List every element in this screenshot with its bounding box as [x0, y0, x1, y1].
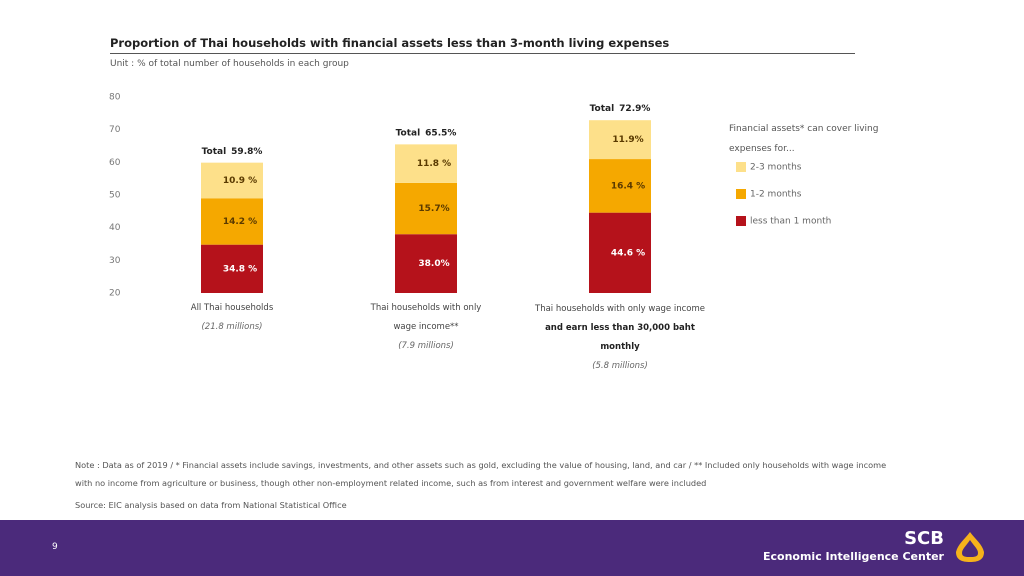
chart-title: Proportion of Thai households with finan… — [110, 36, 855, 54]
category-note: (21.8 millions) — [201, 322, 263, 332]
bar-segment — [201, 244, 263, 293]
value-label: 15.7% — [418, 204, 449, 214]
value-label: 16.4 % — [611, 181, 645, 191]
category-note: (7.9 millions) — [398, 341, 454, 351]
source: Source: EIC analysis based on data from … — [75, 500, 347, 510]
value-label: 14.2 % — [223, 217, 257, 227]
note: Note : Data as of 2019 / * Financial ass… — [75, 460, 887, 488]
y-tick-label: 60 — [109, 158, 121, 168]
bar-segment — [589, 212, 651, 293]
bar-segment — [201, 198, 263, 245]
legend-label: 1-2 months — [750, 190, 802, 200]
category-bold: and earn less than 30,000 baht monthly — [545, 323, 695, 352]
x-tick-label: All Thai households (21.8 millions) — [137, 299, 327, 337]
bar-segment — [589, 120, 651, 160]
logo-text: SCB — [904, 528, 944, 549]
y-tick-label: 50 — [109, 191, 121, 201]
y-tick-label: 80 — [109, 93, 121, 103]
value-label: 34.8 % — [223, 264, 257, 274]
value-label: 44.6 % — [611, 248, 645, 258]
bar-segment — [395, 182, 457, 235]
category-note: (5.8 millions) — [592, 361, 648, 371]
bar-segment — [201, 162, 263, 199]
logo-icon — [956, 532, 984, 562]
chart: 20 30 40 50 60 70 80 34.8 % 14.2 % 10.9 % Total 59.… — [109, 93, 831, 299]
y-tick-label: 30 — [109, 256, 121, 266]
value-label: 11.9% — [612, 135, 643, 145]
x-tick-label: Thai households with only wage income** (… — [366, 299, 486, 356]
value-label: 11.8 % — [417, 159, 451, 169]
total-label: Total 65.5% — [396, 128, 457, 138]
bar-segment — [589, 159, 651, 213]
category-text: Thai households with only wage income** — [370, 303, 482, 332]
y-tick-label: 40 — [109, 223, 121, 233]
org-name: Economic Intelligence Center — [762, 550, 944, 563]
legend-label: 2-3 months — [750, 163, 802, 173]
total-label: Total 72.9% — [590, 104, 651, 114]
legend-swatch — [736, 216, 746, 226]
total-word: Total — [590, 104, 615, 114]
chart-subtitle: Unit : % of total number of households i… — [110, 59, 349, 69]
total-label: Total 59.8% — [202, 146, 263, 156]
y-tick-label: 20 — [109, 289, 121, 299]
total-value: 59.8% — [231, 146, 262, 156]
legend-label: less than 1 month — [750, 217, 831, 227]
value-label: 10.9 % — [223, 176, 257, 186]
category-text: Thai households with only wage income — [535, 304, 705, 314]
total-value: 72.9% — [619, 104, 650, 114]
page-number: 9 — [52, 542, 58, 552]
legend-title: Financial assets* can cover living expen… — [729, 124, 879, 154]
bar-segment — [395, 234, 457, 293]
footer-band — [0, 520, 1024, 576]
x-tick-label: Thai households with only wage income an… — [535, 300, 705, 376]
value-label: 38.0% — [418, 259, 449, 269]
legend-swatch — [736, 162, 746, 172]
total-word: Total — [202, 146, 227, 156]
category-text: All Thai households — [190, 303, 274, 313]
legend-swatch — [736, 189, 746, 199]
total-word: Total — [396, 128, 421, 138]
bar-segment — [395, 144, 457, 183]
y-tick-label: 70 — [109, 125, 121, 135]
total-value: 65.5% — [425, 128, 456, 138]
